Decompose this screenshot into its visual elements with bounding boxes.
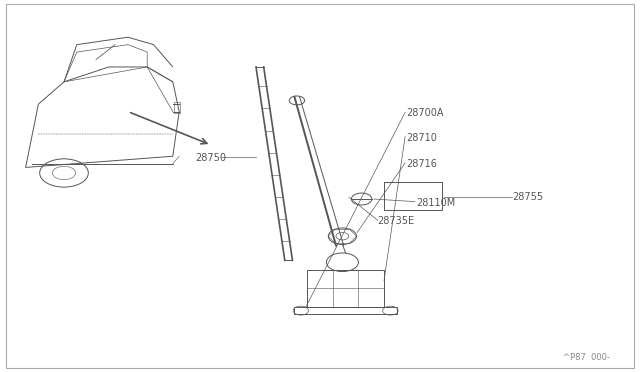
Bar — [294, 307, 397, 314]
Text: 28716: 28716 — [406, 159, 437, 169]
Bar — [174, 102, 180, 113]
Text: 28735E: 28735E — [378, 217, 415, 226]
Text: 28710: 28710 — [406, 133, 437, 142]
Text: 28755: 28755 — [512, 192, 543, 202]
Text: 28750: 28750 — [195, 153, 226, 163]
Text: 28700A: 28700A — [406, 109, 444, 118]
Bar — [307, 270, 384, 307]
Text: ^P87  000-: ^P87 000- — [563, 353, 610, 362]
Bar — [384, 182, 442, 210]
Text: 28110M: 28110M — [416, 198, 455, 208]
